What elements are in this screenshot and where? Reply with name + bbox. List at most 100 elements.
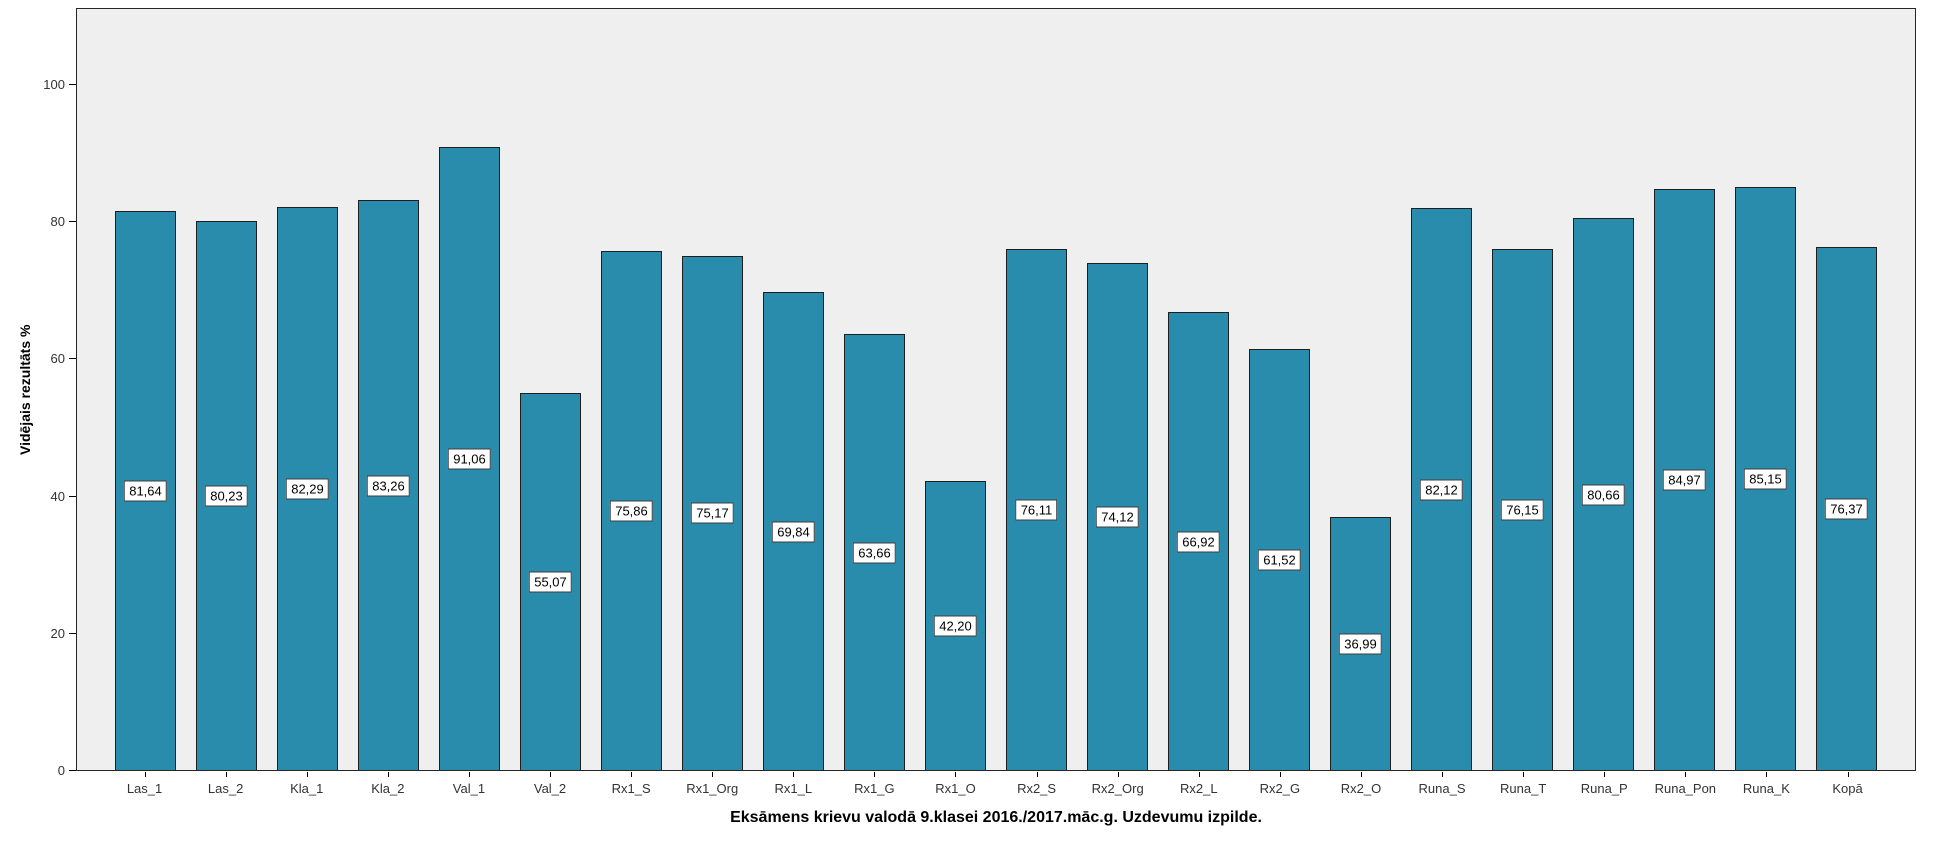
y-tick-mark bbox=[69, 358, 76, 360]
bar: 63,66 bbox=[843, 334, 906, 770]
x-tick-mark bbox=[468, 772, 470, 777]
x-tick-mark bbox=[1036, 772, 1038, 777]
x-tick-label: Runa_S bbox=[1418, 781, 1466, 796]
bar-slot: 91,06 bbox=[429, 9, 510, 770]
x-tick-label: Runa_Pon bbox=[1654, 781, 1717, 796]
x-tick: Rx2_G bbox=[1239, 772, 1320, 804]
x-tick-mark bbox=[955, 772, 957, 777]
bar-value-label: 42,20 bbox=[934, 615, 977, 637]
x-tick-label: Rx1_L bbox=[774, 781, 813, 796]
x-tick-mark bbox=[550, 772, 552, 777]
x-tick: Kla_2 bbox=[347, 772, 428, 804]
x-tick-label: Runa_K bbox=[1742, 781, 1790, 796]
y-axis-ticks: 0 20 40 60 80 100 bbox=[0, 8, 76, 778]
x-tick: Runa_P bbox=[1564, 772, 1645, 804]
bar-slot: 76,15 bbox=[1482, 9, 1563, 770]
x-tick: Val_2 bbox=[509, 772, 590, 804]
x-tick-label: Kla_2 bbox=[371, 781, 405, 796]
bar-slot: 66,92 bbox=[1158, 9, 1239, 770]
x-tick-mark bbox=[1279, 772, 1281, 777]
bar-value-label: 82,29 bbox=[286, 478, 329, 500]
bar: 91,06 bbox=[438, 146, 501, 770]
bar-slot: 75,86 bbox=[591, 9, 672, 770]
y-tick-mark bbox=[69, 221, 76, 223]
x-tick: Runa_T bbox=[1483, 772, 1564, 804]
x-tick-mark bbox=[793, 772, 795, 777]
bar: 75,17 bbox=[681, 255, 744, 770]
y-tick-label: 60 bbox=[50, 351, 65, 367]
bar-slot: 36,99 bbox=[1320, 9, 1401, 770]
x-tick: Las_2 bbox=[185, 772, 266, 804]
x-tick-mark bbox=[306, 772, 308, 777]
bar-value-label: 69,84 bbox=[772, 521, 815, 543]
bar-value-label: 82,12 bbox=[1420, 479, 1463, 501]
x-tick-label: Runa_P bbox=[1580, 781, 1628, 796]
plot-area: 81,64 80,23 82,29 83,26 91,06 55,07 75,86 75,17… bbox=[76, 8, 1916, 771]
bar-slot: 55,07 bbox=[510, 9, 591, 770]
bar: 74,12 bbox=[1086, 262, 1149, 770]
bar: 42,20 bbox=[924, 481, 987, 770]
x-tick: Kopā bbox=[1807, 772, 1888, 804]
x-tick-label: Las_1 bbox=[126, 781, 163, 796]
x-tick-label: Kopā bbox=[1832, 781, 1863, 796]
x-tick: Val_1 bbox=[428, 772, 509, 804]
x-tick-mark bbox=[144, 772, 146, 777]
bar-slot: 74,12 bbox=[1077, 9, 1158, 770]
bar: 82,12 bbox=[1410, 208, 1473, 770]
y-tick-mark bbox=[69, 495, 76, 497]
bar: 55,07 bbox=[519, 393, 582, 770]
y-tick-mark bbox=[69, 83, 76, 85]
bar: 36,99 bbox=[1329, 516, 1392, 770]
bar-value-label: 76,15 bbox=[1501, 499, 1544, 521]
x-tick: Rx1_L bbox=[753, 772, 834, 804]
bar: 76,11 bbox=[1005, 249, 1068, 770]
bar: 80,66 bbox=[1572, 218, 1635, 770]
y-tick-mark bbox=[69, 632, 76, 634]
x-tick-mark bbox=[712, 772, 714, 777]
bar-slot: 84,97 bbox=[1644, 9, 1725, 770]
x-tick-label: Rx1_Org bbox=[686, 781, 739, 796]
x-axis-title: Eksāmens krievu valodā 9.klasei 2016./20… bbox=[730, 809, 1262, 826]
x-tick-mark bbox=[1847, 772, 1849, 777]
x-tick-mark bbox=[1604, 772, 1606, 777]
y-tick-label: 80 bbox=[50, 214, 65, 230]
bar-slot: 80,66 bbox=[1563, 9, 1644, 770]
y-tick-mark bbox=[69, 770, 76, 771]
x-tick: Rx2_L bbox=[1158, 772, 1239, 804]
x-tick-label: Rx1_S bbox=[611, 781, 651, 796]
bar-value-label: 76,37 bbox=[1825, 498, 1868, 520]
bar-value-label: 66,92 bbox=[1177, 531, 1220, 553]
bar-value-label: 84,97 bbox=[1663, 469, 1706, 491]
bar-value-label: 75,17 bbox=[691, 502, 734, 524]
bar: 69,84 bbox=[762, 292, 825, 770]
x-tick-label: Las_2 bbox=[207, 781, 244, 796]
y-tick-label: 20 bbox=[50, 625, 65, 641]
bar-value-label: 36,99 bbox=[1339, 633, 1382, 655]
x-tick-mark bbox=[225, 772, 227, 777]
bar-slot: 81,64 bbox=[105, 9, 186, 770]
bar: 75,86 bbox=[600, 250, 663, 770]
bar-slot: 75,17 bbox=[672, 9, 753, 770]
bars-row: 81,64 80,23 82,29 83,26 91,06 55,07 75,86 75,17… bbox=[77, 9, 1915, 770]
bar-slot: 82,12 bbox=[1401, 9, 1482, 770]
bar-slot: 80,23 bbox=[186, 9, 267, 770]
bar-value-label: 74,12 bbox=[1096, 506, 1139, 528]
x-tick-mark bbox=[1360, 772, 1362, 777]
x-tick-mark bbox=[1766, 772, 1768, 777]
x-tick-label: Rx1_O bbox=[935, 781, 976, 796]
bar-value-label: 91,06 bbox=[448, 448, 491, 470]
x-tick-label: Kla_1 bbox=[290, 781, 324, 796]
bar-value-label: 63,66 bbox=[853, 542, 896, 564]
bar: 80,23 bbox=[195, 220, 258, 770]
x-tick: Las_1 bbox=[104, 772, 185, 804]
x-tick-label: Rx1_G bbox=[854, 781, 895, 796]
x-tick: Runa_S bbox=[1402, 772, 1483, 804]
x-tick-label: Rx2_O bbox=[1340, 781, 1382, 796]
bar-slot: 63,66 bbox=[834, 9, 915, 770]
bar-value-label: 80,23 bbox=[205, 485, 248, 507]
x-tick: Kla_1 bbox=[266, 772, 347, 804]
bar: 66,92 bbox=[1167, 312, 1230, 770]
x-tick-mark bbox=[1685, 772, 1687, 777]
bar-value-label: 75,86 bbox=[610, 500, 653, 522]
